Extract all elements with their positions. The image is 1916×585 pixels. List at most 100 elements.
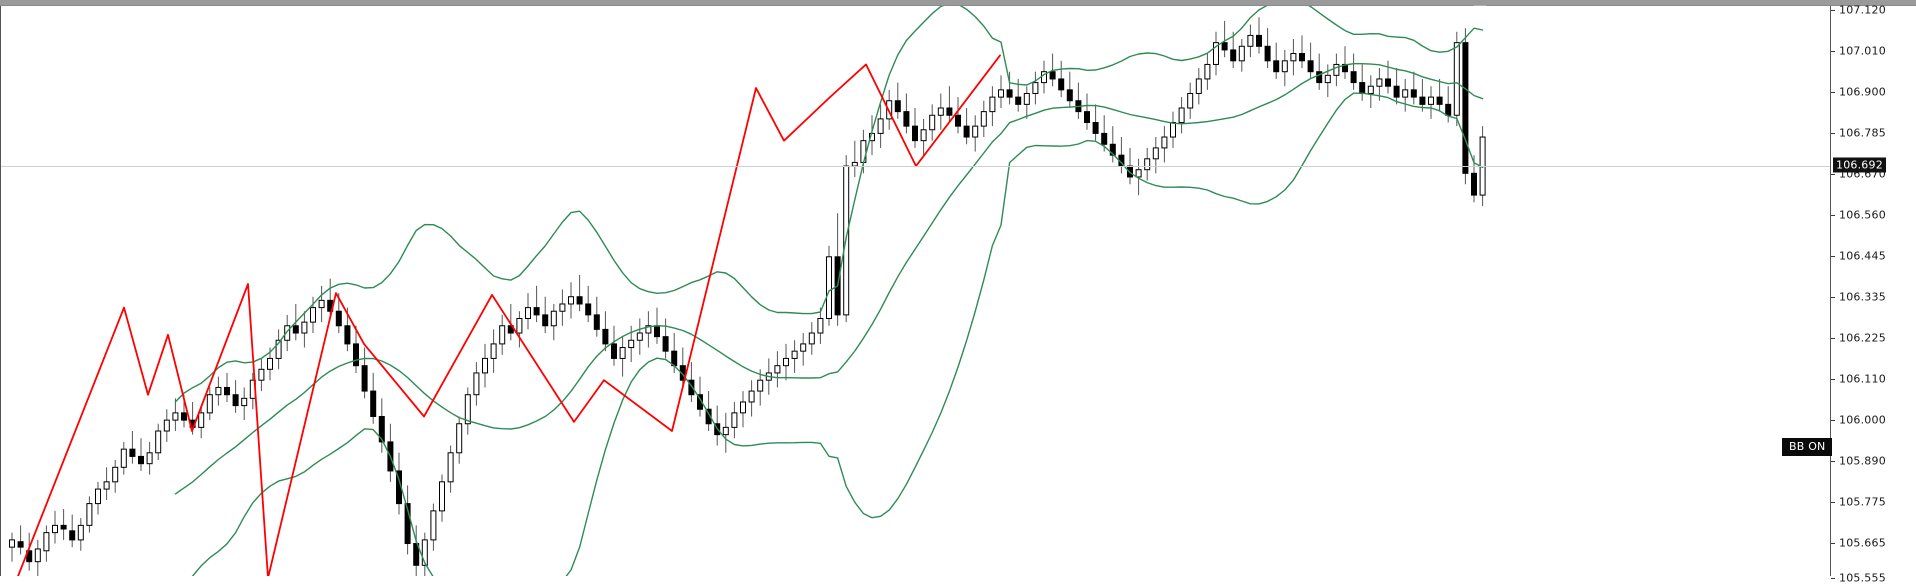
price-scale-label: 106.225 (1839, 331, 1886, 345)
candle-body-bearish (688, 379, 695, 396)
candle-body-bullish (1247, 34, 1254, 47)
candle-body-bullish (95, 488, 101, 505)
price-scale-tick (1831, 338, 1835, 339)
candle-body-bullish (748, 390, 755, 403)
candle-body-bearish (542, 314, 549, 327)
candle-body-bearish (181, 412, 187, 421)
candle-body-bearish (946, 107, 953, 116)
candle-body-bearish (1230, 49, 1237, 62)
candle-body-bullish (1453, 42, 1460, 116)
candle-body-bearish (1316, 71, 1323, 84)
candle-body-bullish (258, 368, 265, 381)
price-scale-label: 106.785 (1839, 126, 1886, 140)
candle-body-bullish (267, 357, 273, 370)
candle-body-bearish (353, 343, 359, 367)
price-scale-tick (1831, 543, 1835, 544)
candle-body-bullish (568, 296, 574, 305)
candle-body-bearish (378, 415, 385, 443)
candle-body-bearish (1006, 89, 1013, 98)
candle-body-bullish (1281, 60, 1288, 73)
price-scale-label: 106.900 (1839, 85, 1886, 99)
candle-body-bullish (284, 325, 291, 341)
candle-series (9, 17, 1486, 576)
price-scale-label: 106.110 (1839, 372, 1886, 386)
candle-body-bullish (9, 539, 15, 548)
candle-body-bullish (1324, 74, 1331, 84)
candle-body-bearish (17, 541, 24, 548)
candle-body-bearish (662, 336, 669, 352)
candle-body-bullish (1195, 78, 1202, 94)
candle-body-bearish (1307, 60, 1314, 73)
candle-body-bearish (370, 390, 377, 417)
plot-left-border (0, 6, 1, 576)
candle-body-bullish (1161, 136, 1168, 149)
candle-body-bullish (473, 372, 480, 396)
candle-body-bearish (1436, 96, 1443, 105)
candle-body-bullish (808, 332, 815, 345)
candle-body-bullish (34, 548, 41, 563)
candle-body-bullish (464, 394, 471, 425)
candle-body-bullish (103, 481, 110, 490)
bb-on-badge[interactable]: BB ON (1782, 438, 1833, 456)
candle-body-bullish (456, 423, 463, 454)
price-scale-label: 105.890 (1839, 454, 1886, 468)
candle-body-bullish (1333, 63, 1340, 76)
candle-body-bearish (576, 296, 583, 305)
candle-body-bullish (1187, 92, 1194, 109)
price-scale[interactable]: 107.120 107.010 106.900 106.785 106.670 106.5… (1831, 3, 1916, 585)
candle-body-bullish (482, 357, 488, 374)
price-scale-tick (1831, 379, 1835, 380)
candle-body-bullish (421, 539, 428, 566)
price-scale-tick (1831, 420, 1835, 421)
candle-body-bearish (1350, 71, 1357, 84)
candle-body-bearish (1462, 42, 1469, 174)
candle-body-bullish (920, 129, 927, 142)
candle-body-bullish (1135, 169, 1142, 178)
price-scale-label: 106.445 (1839, 249, 1886, 263)
price-scale-tick (1831, 461, 1835, 462)
candle-body-bullish (731, 412, 738, 428)
candlestick-chart (9, 6, 1486, 576)
price-scale-label: 106.000 (1839, 413, 1886, 427)
candle-body-bullish (86, 503, 93, 526)
price-scale-tick (1831, 256, 1835, 257)
candle-body-bullish (636, 332, 643, 341)
candle-body-bearish (292, 325, 299, 334)
candle-body-bullish (430, 510, 437, 541)
candle-body-bullish (619, 347, 626, 359)
candle-body-bearish (671, 350, 678, 367)
candle-body-bearish (903, 111, 910, 127)
candle-body-bullish (645, 325, 652, 334)
candle-body-bullish (1428, 96, 1434, 105)
candle-body-bearish (602, 328, 609, 345)
candle-body-bearish (1066, 89, 1073, 102)
candle-body-bearish (894, 100, 901, 113)
candle-body-bearish (1273, 60, 1280, 73)
candle-body-bullish (1032, 82, 1039, 94)
price-scale-label: 107.010 (1839, 44, 1886, 58)
candle-body-bullish (1367, 85, 1374, 94)
candle-body-bearish (593, 314, 600, 330)
candle-body-bullish (198, 412, 205, 428)
candle-body-bullish (937, 107, 944, 116)
candle-body-bullish (980, 111, 987, 127)
price-scale-label: 106.335 (1839, 290, 1886, 304)
candle-body-bullish (1402, 89, 1409, 98)
candle-body-bearish (912, 125, 918, 142)
candle-body-bearish (361, 365, 368, 392)
bollinger-upper-line (174, 6, 1484, 403)
candle-body-bullish (439, 481, 445, 512)
candle-body-bearish (1299, 53, 1305, 62)
candle-body-bearish (963, 125, 970, 138)
chart-plot-area[interactable] (0, 6, 1831, 576)
candle-body-bearish (533, 307, 540, 316)
price-scale-label: 105.775 (1839, 495, 1886, 509)
candle-body-bullish (791, 350, 798, 359)
price-scale-label: 107.120 (1839, 3, 1886, 17)
price-scale-tick (1831, 297, 1835, 298)
candle-body-bullish (877, 118, 884, 134)
candle-body-bullish (490, 343, 497, 359)
candle-body-bearish (404, 503, 411, 545)
bollinger-bands (174, 6, 1484, 576)
candle-body-bullish (826, 256, 832, 319)
